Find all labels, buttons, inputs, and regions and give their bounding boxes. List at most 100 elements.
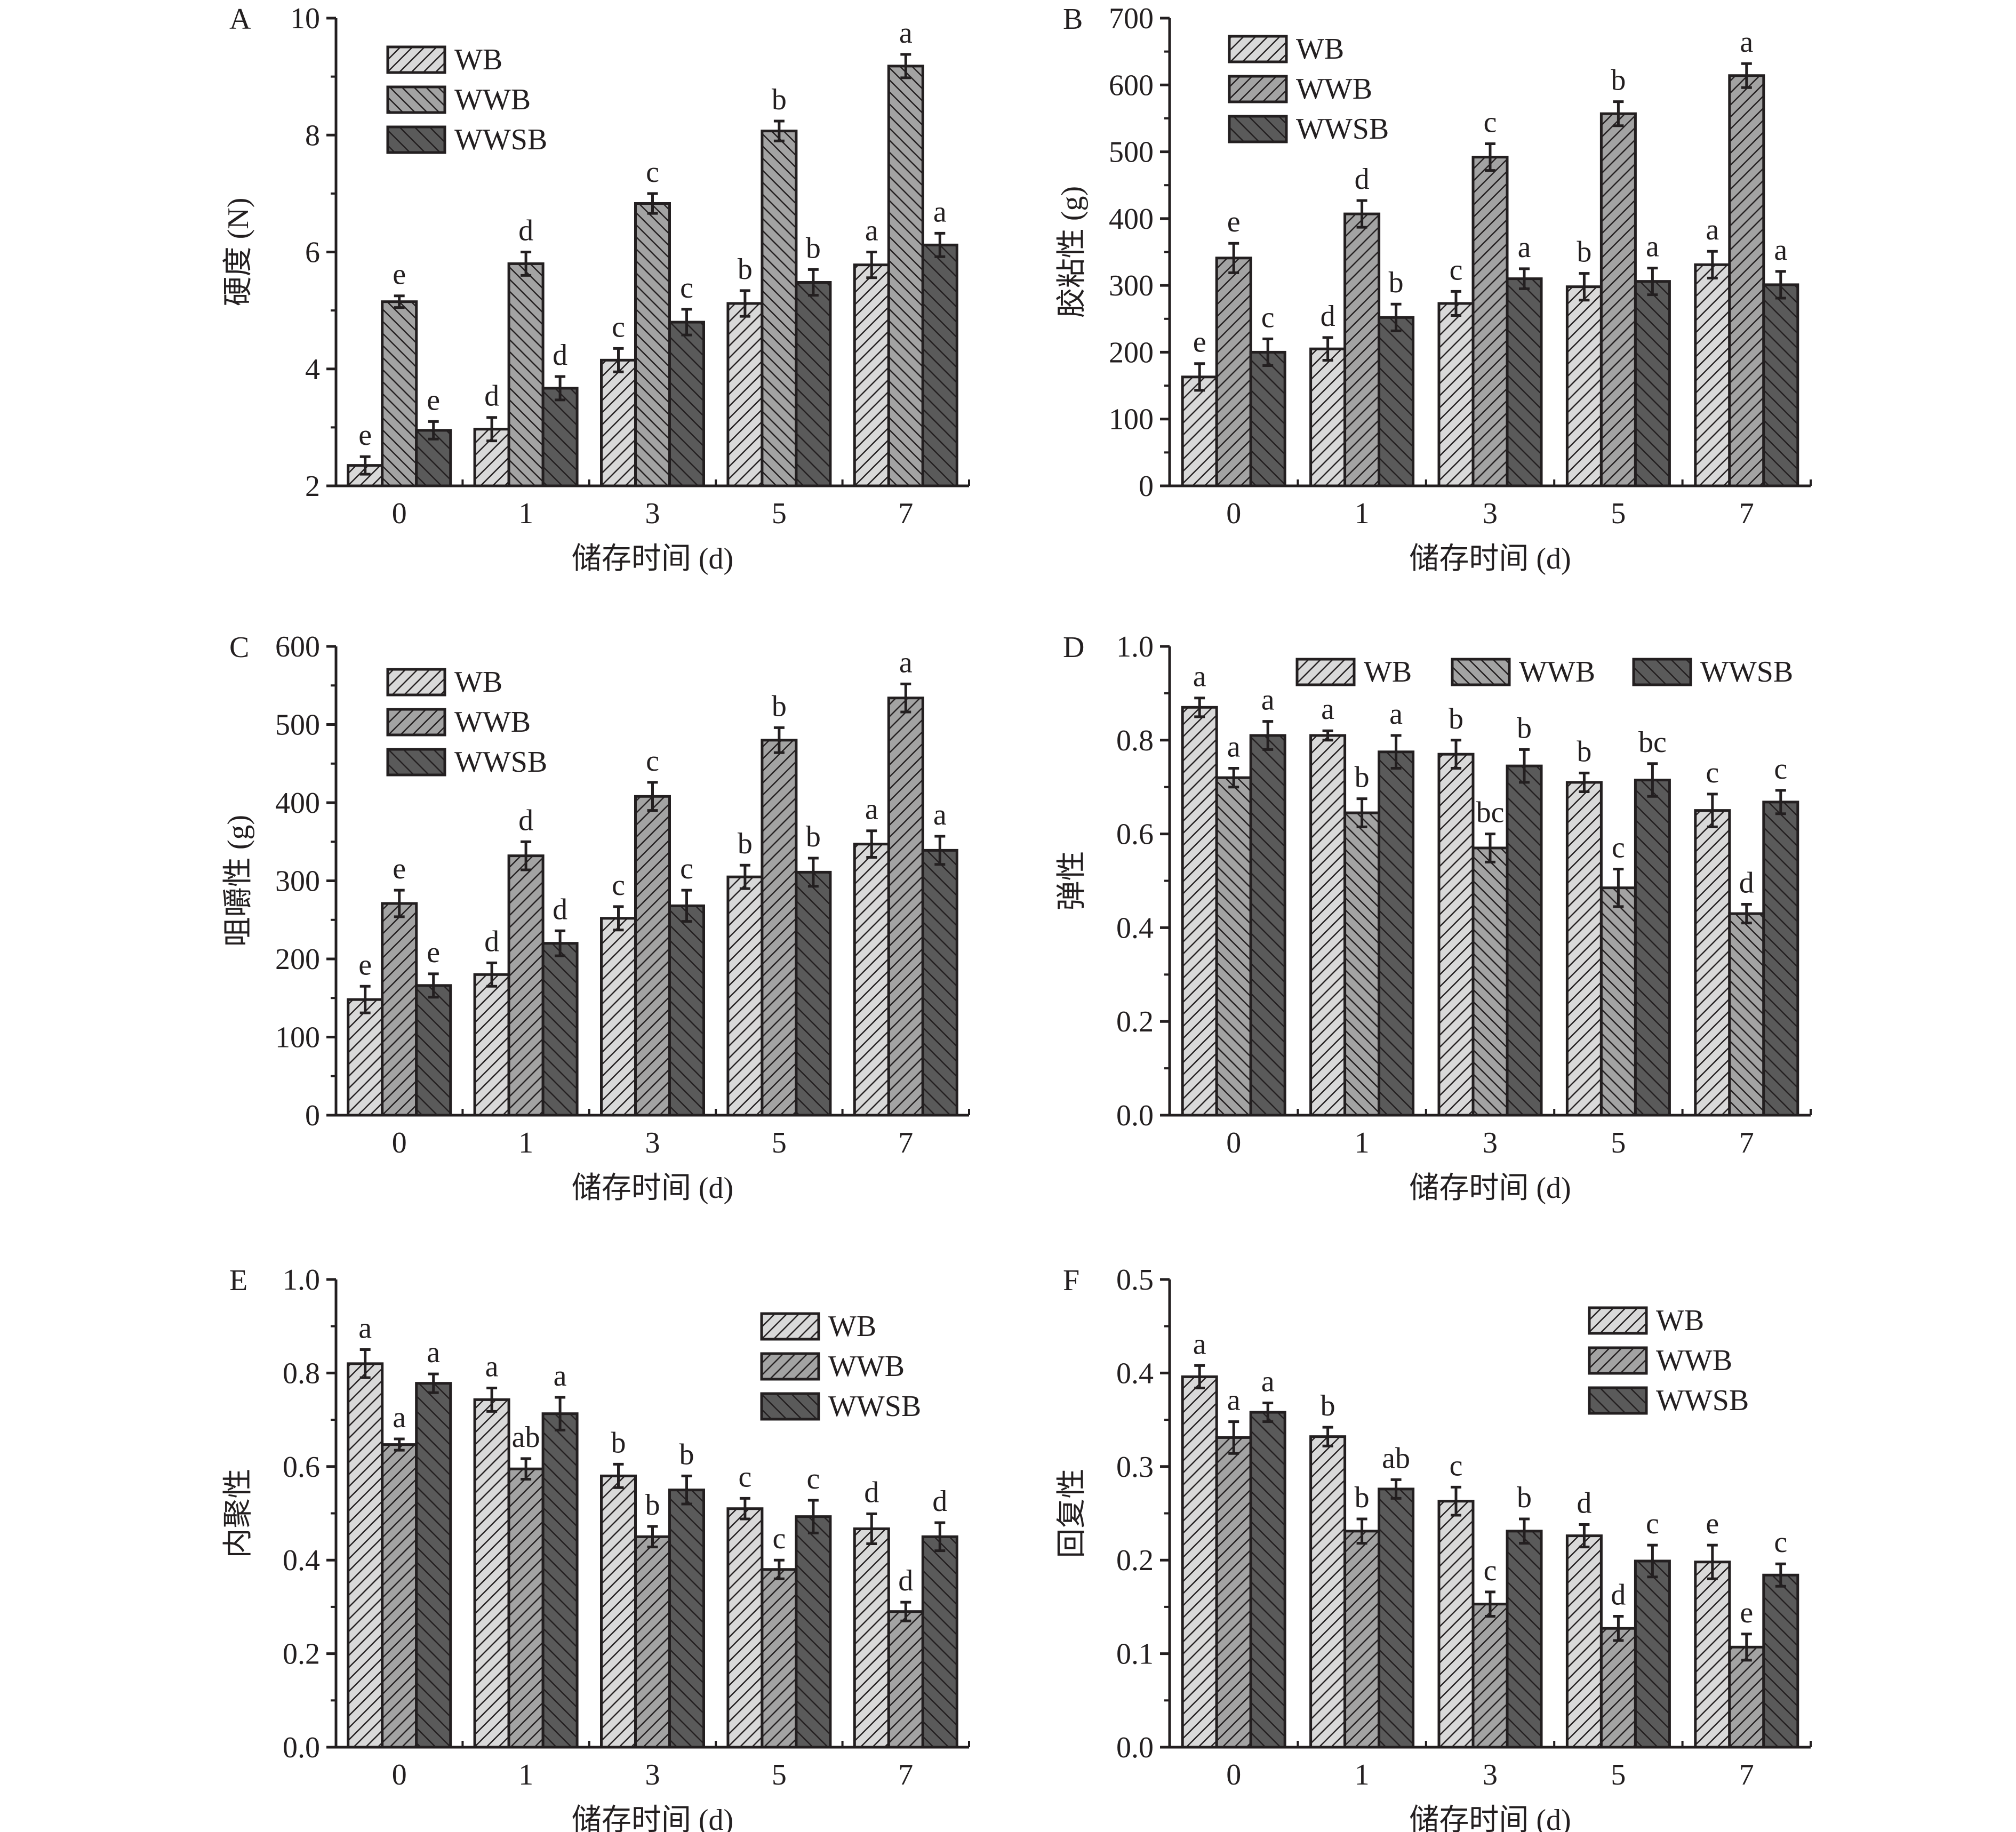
y-tick-label: 0.0 [1116, 1099, 1154, 1132]
y-tick-label: 100 [275, 1021, 320, 1054]
bar [634, 795, 671, 1117]
legend-label: WWB [828, 1350, 905, 1383]
x-axis-label: 储存时间 (d) [1409, 542, 1571, 575]
bar [1309, 734, 1347, 1117]
legend-swatch [386, 748, 446, 777]
legend-label: WB [454, 43, 502, 76]
significance-letter: a [1518, 231, 1531, 264]
bar [795, 870, 832, 1117]
bar [381, 1443, 418, 1749]
bar [1215, 1436, 1252, 1749]
significance-letter: bc [1638, 726, 1667, 759]
bar [853, 263, 890, 487]
significance-letter: c [1450, 1449, 1463, 1482]
bar [887, 697, 924, 1117]
bar [1506, 1530, 1543, 1749]
x-tick-label: 7 [1739, 497, 1754, 530]
panel-label: B [1063, 3, 1083, 36]
significance-letter: a [1227, 1384, 1241, 1417]
bar [1762, 283, 1799, 487]
y-tick-label: 4 [305, 353, 320, 386]
bar [761, 1568, 798, 1749]
significance-letter: a [1321, 693, 1334, 726]
bar [347, 998, 384, 1117]
significance-letter: c [806, 1462, 820, 1495]
significance-letter: a [1389, 698, 1403, 731]
legend-label: WB [828, 1310, 876, 1343]
x-tick-label: 3 [645, 497, 660, 530]
x-tick-label: 3 [645, 1758, 660, 1791]
significance-letter: b [645, 1489, 660, 1522]
bar [473, 973, 510, 1117]
x-tick-label: 5 [1611, 1758, 1626, 1791]
significance-letter: a [1740, 26, 1753, 59]
y-axis-label: 弹性 [1055, 851, 1089, 911]
legend: WB WWB WWSB [386, 666, 547, 779]
y-tick-label: 300 [275, 865, 320, 898]
significance-letter: c [1646, 1507, 1659, 1540]
significance-letter: e [358, 948, 372, 981]
x-tick-label: 3 [1483, 497, 1498, 530]
bar [921, 1535, 958, 1749]
y-tick-label: 0.8 [283, 1357, 320, 1390]
x-tick-label: 7 [898, 1758, 913, 1791]
significance-letter: d [1321, 300, 1335, 333]
y-tick-label: 0.2 [283, 1638, 320, 1671]
significance-letter: b [1355, 761, 1370, 794]
significance-letter: d [484, 380, 499, 413]
bar [1378, 316, 1415, 487]
legend-swatch [386, 125, 446, 154]
x-tick-label: 0 [392, 1758, 407, 1791]
y-tick-label: 0.3 [1116, 1451, 1154, 1484]
x-tick-label: 1 [518, 1758, 533, 1791]
y-tick-label: 600 [1109, 69, 1154, 102]
bar [1343, 811, 1381, 1117]
significance-letter: e [1706, 1507, 1719, 1540]
bar [1181, 706, 1218, 1117]
y-tick-label: 1.0 [1116, 630, 1154, 663]
bar [473, 1398, 510, 1749]
significance-letter: a [1706, 213, 1719, 246]
y-tick-label: 8 [305, 119, 320, 152]
significance-letter: d [553, 339, 567, 372]
y-tick-label: 0 [305, 1099, 320, 1132]
significance-letter: a [899, 17, 913, 50]
significance-letter: a [865, 214, 878, 247]
significance-letter: d [1611, 1578, 1626, 1611]
y-tick-label: 0 [1139, 470, 1154, 503]
legend-label: WWSB [1296, 113, 1389, 146]
bar [853, 1527, 890, 1749]
legend-swatch [1228, 35, 1288, 63]
significance-letter: e [393, 852, 406, 885]
legend-label: WWB [1656, 1344, 1732, 1377]
bar [1437, 1500, 1475, 1749]
bar [600, 358, 637, 487]
legend-label: WWB [454, 706, 531, 739]
y-tick-label: 300 [1109, 269, 1154, 302]
legend-swatch [1588, 1386, 1648, 1415]
significance-letter: c [772, 1522, 786, 1555]
bar [1634, 1559, 1671, 1749]
bar [1215, 257, 1252, 487]
legend-label: WWSB [454, 746, 547, 779]
significance-letter: a [358, 1312, 372, 1345]
bar [1565, 781, 1603, 1117]
bar [1728, 74, 1765, 487]
significance-letter: d [518, 804, 533, 837]
y-tick-label: 0.4 [1116, 911, 1154, 945]
significance-letter: a [1261, 684, 1275, 717]
significance-letter: a [899, 646, 913, 679]
legend-label: WB [1656, 1304, 1704, 1337]
significance-letter: a [554, 1359, 567, 1393]
y-axis-label: 胶粘性 (g) [1055, 186, 1089, 318]
significance-letter: c [646, 156, 659, 189]
bar [1565, 1534, 1603, 1749]
significance-letter: a [1774, 234, 1787, 267]
legend-swatch [1588, 1346, 1648, 1375]
bar [887, 65, 924, 487]
x-axis-label: 储存时间 (d) [572, 542, 733, 575]
bar [415, 1382, 452, 1749]
bar [347, 1362, 384, 1749]
x-tick-label: 1 [1355, 497, 1370, 530]
